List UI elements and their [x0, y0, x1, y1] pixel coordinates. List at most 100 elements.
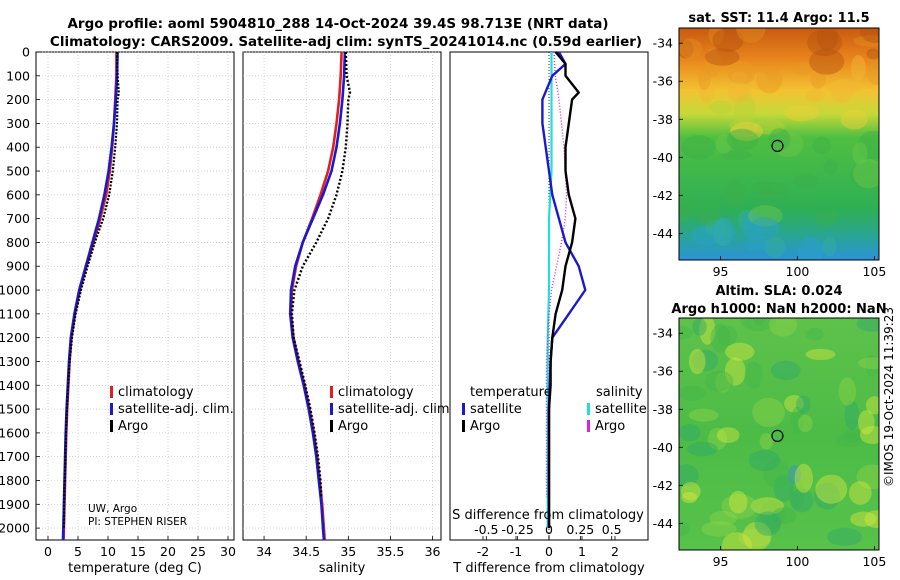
- texture-blob: [704, 48, 740, 66]
- lon-tick-label-0: 95: [713, 554, 729, 569]
- texture-blob: [853, 159, 879, 189]
- temperature-series: [61, 51, 120, 541]
- texture-blob: [712, 217, 733, 246]
- ytick-label-11: 1100: [0, 306, 30, 321]
- texture-blob: [704, 48, 721, 78]
- xtick-label-3: 15: [130, 544, 146, 559]
- texture-blob: [740, 318, 776, 332]
- t-difference-xlabel: T difference from climatology: [452, 561, 645, 576]
- lon-tick-label-0: 95: [713, 264, 729, 279]
- texture-blob: [805, 89, 825, 102]
- texture-blob: [812, 136, 831, 155]
- xtick-label-5: 25: [190, 544, 206, 559]
- sst-texture: [679, 28, 879, 260]
- texture-blob: [772, 507, 797, 524]
- texture-blob: [860, 28, 879, 43]
- texture-blob: [864, 163, 879, 187]
- texture-blob: [724, 357, 746, 386]
- ytick-label-6: 600: [6, 187, 30, 202]
- lon-tick-label-2: 105: [862, 264, 886, 279]
- texture-blob: [766, 514, 780, 534]
- texture-blob: [763, 458, 790, 488]
- texture-blob: [692, 318, 707, 336]
- texture-blob: [788, 479, 805, 510]
- sst-map-title: sat. SST: 11.4 Argo: 11.5: [688, 11, 869, 26]
- lat-tick-label-4: -42: [653, 188, 673, 203]
- texture-blob: [743, 236, 770, 252]
- ytick-label-8: 800: [6, 235, 30, 250]
- difference-tick-labels: -2 -1 0 1 2-0.5 -0.25 0 0.25 0.5: [474, 522, 622, 559]
- lat-tick-label-0: -34: [653, 326, 673, 341]
- texture-blob: [765, 236, 786, 258]
- texture-blob: [856, 464, 879, 490]
- texture-blob: [701, 521, 737, 537]
- salinity-tick-labels: 34 34.5 35 35.5 36: [256, 536, 441, 559]
- s-xtick-label-3: 0.25: [566, 522, 594, 537]
- texture-blob: [748, 449, 781, 471]
- texture-blob: [750, 497, 784, 515]
- texture-blob: [750, 72, 770, 91]
- ytick-label-18: 1800: [0, 473, 30, 488]
- series-salinity-argo: [545, 51, 568, 498]
- texture-blob: [805, 327, 824, 341]
- texture-blob: [840, 109, 868, 130]
- texture-blob: [730, 125, 758, 138]
- texture-blob: [699, 318, 716, 345]
- texture-blob: [844, 400, 860, 430]
- series-argo: [290, 51, 352, 498]
- texture-blob: [852, 141, 868, 165]
- imos-timestamp: ©IMOS 19-Oct-2024 11:39:23: [882, 307, 896, 487]
- depth-tick-labels: 0 100 200 300 400 500 600 700 800 900 1000 1100 1200…: [0, 45, 40, 536]
- texture-blob: [679, 38, 703, 59]
- legend3-t-satellite-swatch: [462, 403, 465, 415]
- salinity-xlabel: salinity: [319, 561, 366, 576]
- credit-line1: UW, Argo: [88, 503, 137, 515]
- ytick-label-15: 1500: [0, 402, 30, 417]
- s-xtick-label-4: 0.5: [602, 522, 622, 537]
- legend-satellite-label: satellite-adj. clim.: [118, 402, 234, 417]
- salinity-panel: 34 34.5 35 35.5 36 salinity climatology sate…: [242, 51, 454, 576]
- texture-blob: [795, 395, 811, 414]
- texture-blob: [728, 490, 748, 514]
- series-argo: [62, 51, 120, 529]
- texture-blob: [738, 528, 771, 548]
- legend3-s-argo-label: Argo: [595, 419, 625, 434]
- lat-tick-label-3: -40: [653, 150, 673, 165]
- texture-blob: [835, 432, 862, 448]
- texture-blob: [769, 318, 797, 337]
- t-xtick-label-2: 0: [545, 544, 553, 559]
- texture-blob: [830, 79, 854, 103]
- lat-tick-label-5: -44: [653, 226, 673, 241]
- texture-blob: [692, 349, 719, 372]
- lat-tick-label-1: -36: [653, 364, 673, 379]
- texture-blob: [793, 173, 819, 189]
- legend3-salinity-heading: salinity: [596, 385, 643, 400]
- lat-tick-label-4: -42: [653, 478, 673, 493]
- texture-blob: [827, 527, 862, 547]
- texture-blob: [696, 200, 721, 227]
- texture-blob: [680, 482, 701, 501]
- texture-blob: [753, 318, 766, 325]
- sst-lat-tick-labels: -34 -36 -38 -40 -42 -44: [653, 36, 683, 241]
- legend2-argo-swatch: [330, 420, 333, 432]
- texture-blob: [850, 511, 877, 527]
- salinity-axes-box: [242, 51, 442, 541]
- texture-blob: [858, 410, 875, 435]
- texture-blob: [708, 28, 724, 46]
- texture-blob: [698, 67, 711, 91]
- texture-blob: [727, 61, 756, 85]
- texture-blob: [688, 348, 706, 375]
- texture-blob: [864, 510, 879, 528]
- legend-climatology-swatch: [110, 386, 113, 398]
- sla-texture: [679, 318, 879, 550]
- lon-tick-label-1: 100: [786, 554, 810, 569]
- texture-blob: [679, 39, 694, 59]
- xtick-label-2: 10: [100, 544, 116, 559]
- texture-blob: [838, 377, 856, 406]
- texture-blob: [730, 121, 763, 141]
- texture-blob: [788, 465, 802, 484]
- texture-blob: [709, 510, 737, 526]
- xtick-label-2: 35: [340, 544, 356, 559]
- ytick-label-10: 1000: [0, 283, 30, 298]
